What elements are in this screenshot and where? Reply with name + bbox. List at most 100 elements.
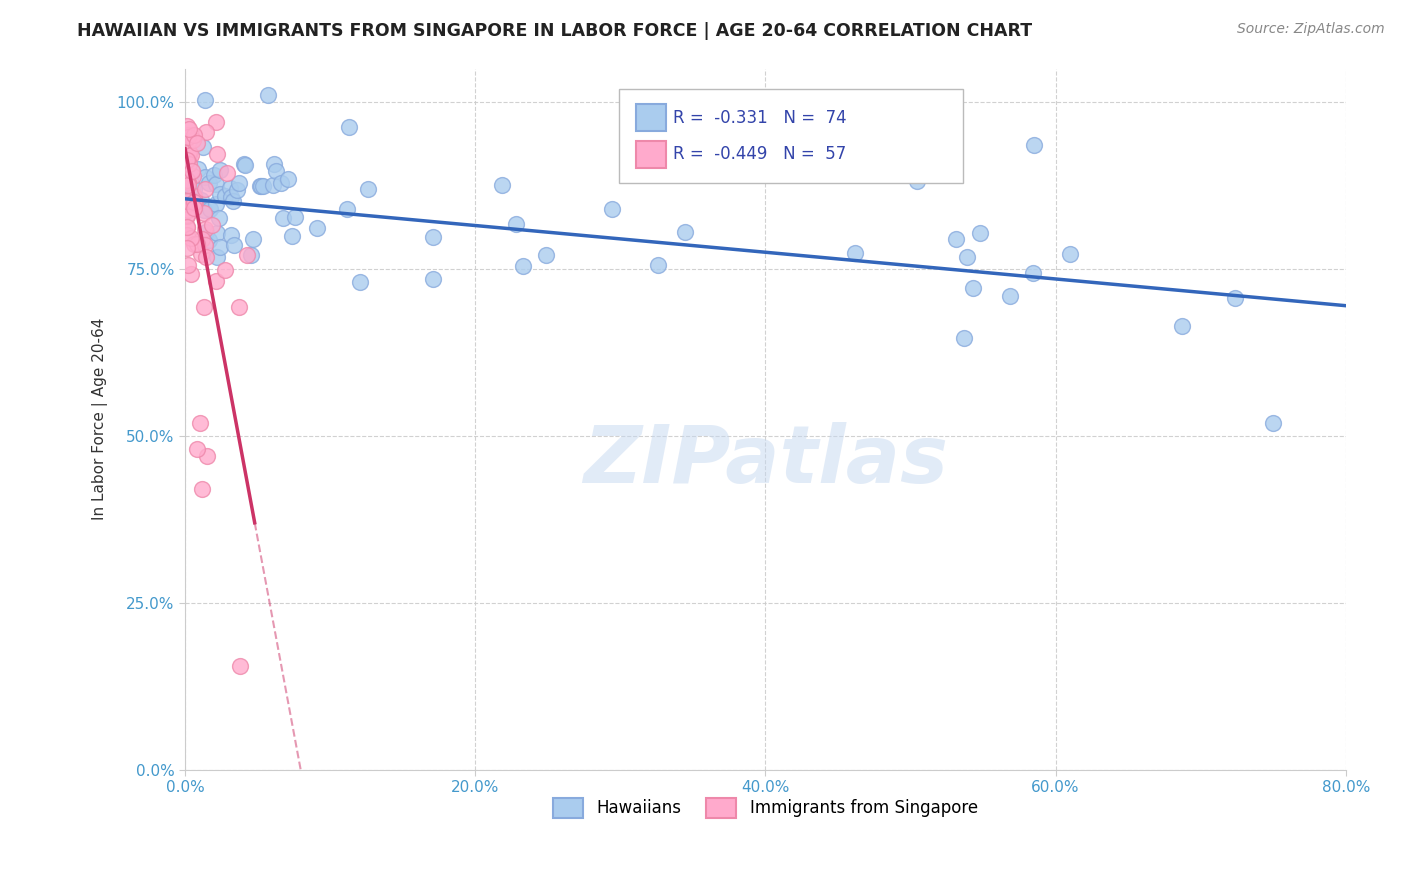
- Point: [208, 163, 231, 178]
- Point: [1021, 266, 1043, 280]
- Point: [844, 245, 866, 260]
- Point: [176, 208, 198, 222]
- Point: [186, 136, 208, 150]
- Point: [229, 659, 252, 673]
- Point: [201, 219, 224, 233]
- Point: [183, 182, 205, 196]
- Point: [176, 210, 198, 224]
- Point: [176, 197, 198, 211]
- Point: [907, 174, 929, 188]
- Point: [222, 194, 245, 208]
- Point: [1000, 289, 1022, 303]
- Point: [195, 449, 218, 463]
- Point: [198, 176, 221, 190]
- Point: [197, 233, 219, 247]
- Point: [202, 168, 225, 182]
- Point: [673, 225, 696, 239]
- Point: [512, 260, 534, 274]
- Text: R =  -0.449   N =  57: R = -0.449 N = 57: [673, 145, 846, 163]
- Point: [187, 162, 209, 177]
- Point: [534, 248, 557, 262]
- Point: [349, 275, 371, 289]
- Point: [177, 175, 200, 189]
- Point: [205, 197, 228, 211]
- Point: [179, 145, 201, 159]
- Point: [217, 166, 239, 180]
- Point: [176, 194, 198, 209]
- Point: [177, 122, 200, 136]
- Point: [183, 201, 205, 215]
- Point: [209, 240, 232, 254]
- Point: [956, 250, 979, 264]
- Text: R =  -0.331   N =  74: R = -0.331 N = 74: [673, 109, 846, 127]
- Point: [194, 222, 217, 236]
- Point: [228, 176, 250, 190]
- Point: [491, 178, 513, 192]
- Point: [176, 219, 198, 234]
- Point: [183, 236, 205, 251]
- Point: [177, 156, 200, 170]
- Point: [193, 94, 215, 108]
- Point: [239, 248, 262, 262]
- Point: [181, 169, 204, 184]
- Point: [180, 267, 202, 281]
- Point: [193, 202, 215, 217]
- Point: [198, 202, 221, 216]
- Point: [228, 300, 250, 314]
- Point: [177, 129, 200, 144]
- Y-axis label: In Labor Force | Age 20-64: In Labor Force | Age 20-64: [93, 318, 108, 520]
- Point: [194, 125, 217, 139]
- Point: [337, 120, 360, 135]
- Point: [177, 178, 200, 193]
- Point: [208, 211, 231, 225]
- Point: [177, 259, 200, 273]
- Point: [191, 483, 214, 497]
- Point: [193, 300, 215, 314]
- Point: [209, 186, 232, 201]
- Point: [177, 128, 200, 143]
- Point: [249, 179, 271, 194]
- Point: [962, 281, 984, 295]
- Point: [271, 211, 294, 226]
- Point: [505, 217, 527, 231]
- Text: Source: ZipAtlas.com: Source: ZipAtlas.com: [1237, 22, 1385, 37]
- Point: [181, 163, 204, 178]
- Point: [252, 179, 274, 194]
- Point: [183, 128, 205, 143]
- Point: [191, 140, 214, 154]
- Point: [969, 227, 991, 241]
- Point: [188, 416, 211, 430]
- Point: [186, 237, 208, 252]
- Point: [236, 248, 259, 262]
- Point: [219, 181, 242, 195]
- Point: [194, 225, 217, 239]
- Point: [284, 210, 307, 224]
- Point: [180, 148, 202, 162]
- Point: [600, 202, 623, 217]
- Point: [195, 250, 218, 264]
- Point: [176, 119, 198, 133]
- Point: [183, 195, 205, 210]
- Point: [277, 172, 299, 186]
- Point: [250, 179, 273, 194]
- Point: [226, 183, 249, 197]
- Point: [336, 202, 359, 217]
- Point: [204, 114, 226, 128]
- Point: [176, 219, 198, 234]
- Point: [205, 177, 228, 191]
- Point: [945, 232, 967, 246]
- Point: [207, 147, 229, 161]
- Point: [270, 176, 292, 190]
- Point: [647, 258, 669, 272]
- Point: [1378, 315, 1400, 329]
- Point: [1170, 318, 1192, 333]
- Point: [177, 202, 200, 217]
- Point: [176, 153, 198, 167]
- Point: [280, 229, 302, 244]
- Text: ZIPatlas: ZIPatlas: [583, 422, 948, 500]
- Point: [219, 228, 242, 243]
- Point: [264, 164, 287, 178]
- Point: [1022, 138, 1045, 153]
- Point: [204, 274, 226, 288]
- Point: [181, 133, 204, 147]
